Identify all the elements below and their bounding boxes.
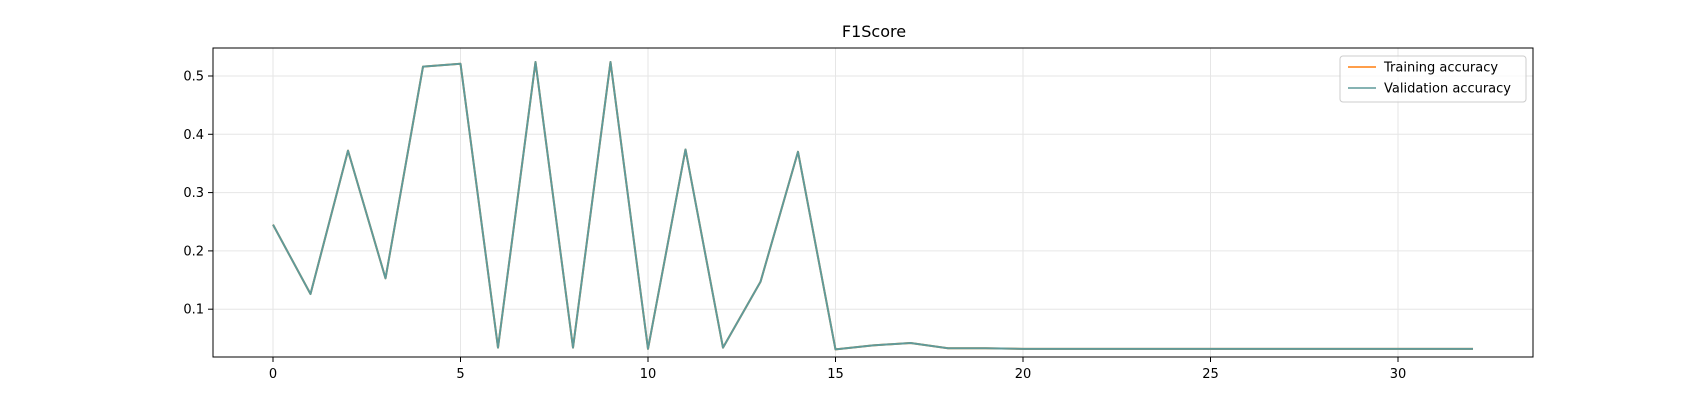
x-tick-label: 5: [456, 367, 464, 382]
y-tick-label: 0.2: [183, 244, 204, 259]
legend-label-training-accuracy: Training accuracy: [1383, 61, 1498, 76]
legend-box: [1339, 55, 1527, 103]
legend: Training accuracy Validation accuracy: [1339, 55, 1527, 103]
axes: 0 5 10 15 20 25 30 0.1 0.2 0.3 0.4 0.5: [183, 69, 1406, 382]
y-tick-label: 0.3: [183, 186, 204, 201]
x-tick-label: 20: [1015, 367, 1032, 382]
y-tick-label: 0.5: [183, 69, 204, 84]
chart-title: F1Score: [842, 22, 906, 41]
x-tick-label: 0: [269, 367, 277, 382]
y-tick-label: 0.4: [183, 128, 204, 143]
x-tick-label: 10: [640, 367, 657, 382]
x-tick-label: 30: [1390, 367, 1407, 382]
legend-label-validation-accuracy: Validation accuracy: [1384, 82, 1511, 97]
series-line-validation-accuracy: [272, 60, 1473, 351]
x-tick-label: 15: [827, 367, 844, 382]
grid-lines: [213, 48, 1533, 357]
x-tick-label: 25: [1202, 367, 1219, 382]
series-lines: [272, 60, 1473, 351]
y-tick-label: 0.1: [183, 303, 204, 318]
plot-area-frame: [212, 47, 1534, 358]
